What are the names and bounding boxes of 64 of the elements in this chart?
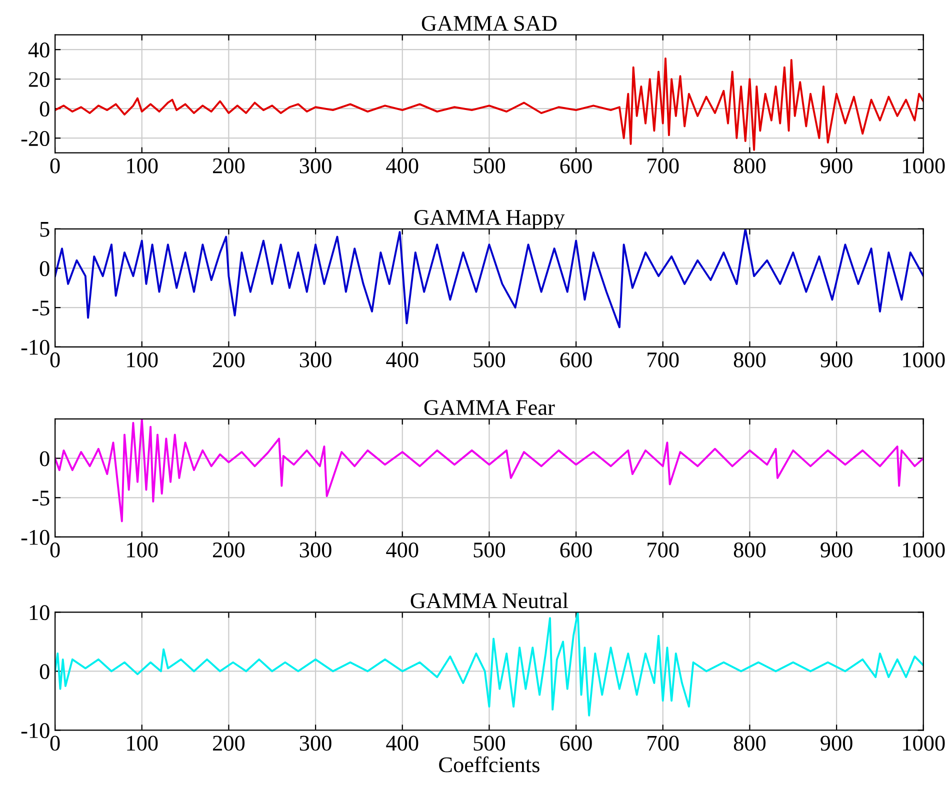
x-tick-label: 900 bbox=[820, 158, 852, 174]
x-tick-label: 700 bbox=[648, 352, 679, 368]
x-tick-label: 700 bbox=[648, 542, 679, 558]
x-tick-label: 700 bbox=[648, 158, 679, 174]
x-tick-label: 1000 bbox=[903, 736, 945, 751]
x-tick-label: 800 bbox=[734, 352, 766, 368]
x-tick-label: 1000 bbox=[903, 352, 945, 368]
x-tick-label: 400 bbox=[386, 158, 418, 174]
x-tick-label: 400 bbox=[386, 736, 418, 751]
x-tick-label: 1000 bbox=[903, 542, 945, 558]
x-tick-label: 0 bbox=[50, 352, 60, 368]
x-tick-label: 200 bbox=[213, 352, 245, 368]
x-tick-label: 0 bbox=[50, 736, 60, 751]
y-tick-label: -10 bbox=[21, 723, 50, 738]
x-tick-label: 600 bbox=[560, 352, 592, 368]
y-tick-label: -5 bbox=[32, 490, 50, 506]
y-tick-label: 0 bbox=[40, 102, 50, 117]
x-tick-label: 900 bbox=[820, 352, 852, 368]
x-tick-label: 800 bbox=[734, 158, 766, 174]
x-tick-label: 900 bbox=[820, 736, 852, 751]
line-series bbox=[55, 57, 924, 151]
x-tick-label: 800 bbox=[734, 736, 766, 751]
x-tick-label: 500 bbox=[474, 736, 506, 751]
x-tick-label: 600 bbox=[560, 542, 592, 558]
y-tick-label: -20 bbox=[21, 131, 50, 146]
x-tick-label: 300 bbox=[300, 736, 332, 751]
chart-title: GAMMA Neutral bbox=[410, 592, 568, 608]
x-tick-label: 500 bbox=[474, 352, 506, 368]
chart-title: GAMMA Happy bbox=[414, 210, 565, 230]
x-tick-label: 900 bbox=[820, 542, 852, 558]
x-tick-label: 200 bbox=[213, 542, 245, 558]
x-tick-label: 300 bbox=[300, 352, 332, 368]
x-tick-label: 400 bbox=[386, 542, 418, 558]
y-tick-label: 0 bbox=[40, 261, 50, 276]
y-tick-label: 40 bbox=[28, 42, 50, 58]
x-tick-label: 300 bbox=[300, 542, 332, 558]
x-tick-label: 200 bbox=[213, 158, 245, 174]
y-tick-label: 20 bbox=[28, 72, 50, 88]
y-tick-label: 10 bbox=[30, 605, 50, 620]
x-tick-label: 100 bbox=[127, 736, 158, 751]
x-tick-label: 100 bbox=[127, 352, 158, 368]
x-tick-label: 100 bbox=[127, 158, 158, 174]
x-tick-label: 0 bbox=[50, 542, 60, 558]
x-tick-label: 600 bbox=[560, 736, 592, 751]
x-tick-label: 1000 bbox=[903, 158, 945, 174]
x-tick-label: 300 bbox=[300, 158, 332, 174]
chart-title: GAMMA SAD bbox=[422, 16, 557, 31]
x-tick-label: 200 bbox=[213, 736, 245, 751]
x-tick-label: 800 bbox=[734, 542, 766, 558]
y-tick-label: 0 bbox=[40, 664, 50, 680]
x-tick-label: 100 bbox=[127, 542, 158, 558]
x-tick-label: 700 bbox=[648, 736, 679, 751]
x-tick-label: 500 bbox=[474, 158, 506, 174]
x-tick-label: 500 bbox=[474, 542, 506, 558]
x-tick-label: 600 bbox=[560, 158, 592, 174]
y-tick-label: 5 bbox=[40, 222, 50, 237]
x-tick-label: 0 bbox=[50, 158, 60, 174]
y-tick-label: -10 bbox=[21, 530, 50, 545]
x-tick-label: 400 bbox=[386, 352, 418, 368]
y-tick-label: -5 bbox=[32, 300, 50, 316]
chart-title: GAMMA Fear bbox=[424, 400, 555, 416]
x-axis-title: Coeffcients bbox=[439, 756, 540, 772]
y-tick-label: -10 bbox=[21, 340, 50, 355]
y-tick-label: 0 bbox=[40, 451, 50, 466]
